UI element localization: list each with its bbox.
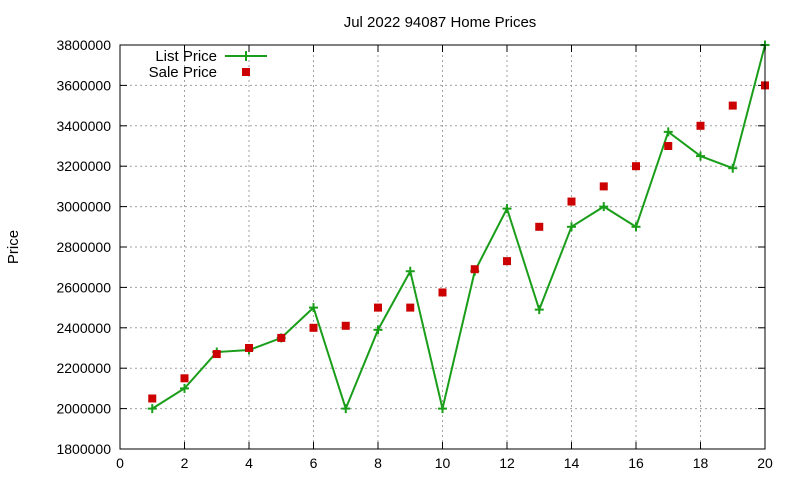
sale-price-point	[567, 197, 576, 206]
x-tick-label: 8	[374, 455, 382, 471]
list-price-point	[180, 383, 189, 393]
x-tick-label: 4	[245, 455, 253, 471]
y-axis-label: Price	[5, 230, 22, 264]
x-tick-label: 12	[499, 455, 515, 471]
list-price-line	[151, 44, 766, 412]
list-price-point	[147, 404, 157, 414]
sale-price-point	[535, 222, 544, 231]
x-tick-label: 16	[628, 455, 644, 471]
list-price-point	[373, 325, 383, 335]
sale-price-point	[245, 344, 253, 352]
list-price-point	[534, 305, 544, 315]
sale-price-point	[341, 321, 350, 330]
y-tick-label: 2200000	[56, 360, 111, 376]
sale-price-point	[470, 265, 479, 274]
x-tick-label: 18	[693, 455, 709, 471]
list-price-point	[341, 404, 351, 414]
y-tick-label: 2000000	[56, 401, 111, 417]
sale-price-point	[696, 121, 705, 130]
sale-price-point	[212, 350, 221, 359]
y-tick-label: 3200000	[56, 158, 111, 174]
list-price-point	[599, 202, 609, 212]
y-tick-label: 3600000	[56, 77, 111, 93]
list-price-point	[728, 163, 738, 173]
y-tick-label: 3000000	[56, 199, 111, 215]
sale-price-point	[503, 257, 511, 266]
sale-price-point	[148, 394, 157, 403]
y-tick-label: 2600000	[56, 279, 111, 295]
y-tick-label: 3800000	[56, 37, 111, 53]
list-price-point	[631, 222, 641, 232]
legend-label-sale-price: Sale Price	[149, 64, 217, 81]
y-tick-label: 2400000	[56, 320, 111, 336]
sale-price-point	[277, 333, 286, 342]
axis-ticks: 0 2 4 6 8 10 12 14 16 18 20 1800000 2000000 2200000 24…	[56, 37, 773, 471]
x-tick-label: 10	[435, 455, 451, 471]
sale-price-point	[406, 303, 415, 312]
x-tick-label: 14	[564, 455, 580, 471]
chart-title: Jul 2022 94087 Home Prices	[344, 14, 537, 31]
series-layer	[147, 40, 770, 414]
sale-price-point	[599, 182, 608, 191]
x-tick-label: 6	[310, 455, 318, 471]
list-price-point	[696, 151, 705, 161]
sale-price-point	[374, 303, 382, 312]
list-price-point	[663, 127, 673, 137]
list-price-point	[309, 303, 318, 313]
list-price-point	[502, 204, 512, 214]
legend-swatch-sale-price	[242, 68, 250, 76]
list-price-point	[438, 404, 447, 414]
y-tick-label: 2800000	[56, 239, 111, 255]
sale-price-point	[438, 288, 447, 297]
sale-price-point	[309, 323, 318, 332]
x-tick-label: 0	[116, 455, 124, 471]
x-tick-label: 2	[181, 455, 189, 471]
y-tick-label: 3400000	[56, 118, 111, 134]
list-price-point	[405, 266, 415, 276]
legend-label-list-price: List Price	[155, 48, 217, 65]
y-tick-label: 1800000	[56, 441, 111, 457]
grid-lines	[120, 45, 765, 449]
plot-frame	[119, 44, 766, 450]
x-tick-label: 20	[757, 455, 773, 471]
sale-price-point	[728, 101, 737, 110]
sale-price-point	[664, 142, 673, 150]
sale-price-point	[180, 374, 189, 383]
list-price-point	[567, 222, 576, 232]
sale-price-point	[632, 162, 640, 171]
